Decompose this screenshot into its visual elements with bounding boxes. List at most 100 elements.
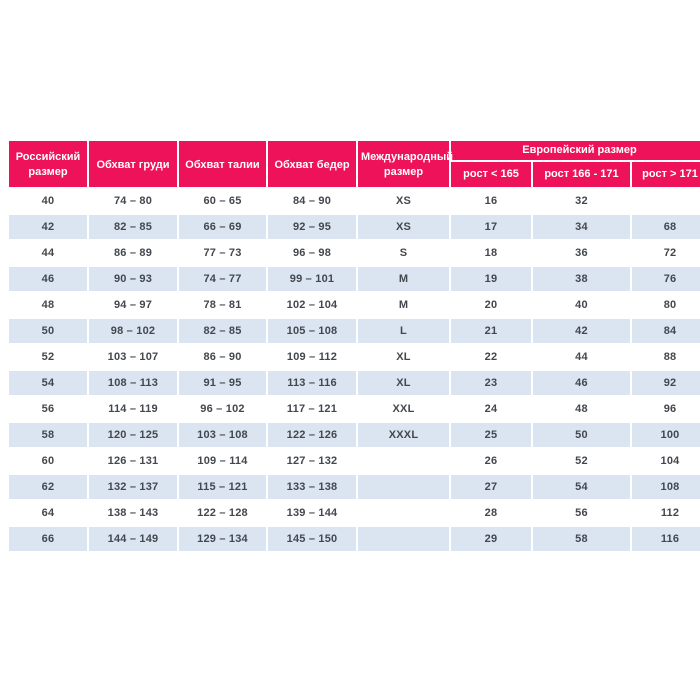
table-cell: 60 <box>9 448 87 473</box>
table-cell: 56 <box>9 396 87 421</box>
table-row: 56 114 – 119 96 – 102 117 – 121 XXL 24 48 96 <box>9 396 700 421</box>
table-cell: 144 – 149 <box>89 526 177 551</box>
table-cell: 52 <box>533 448 630 473</box>
table-cell <box>358 448 449 473</box>
table-cell: 108 <box>632 474 700 499</box>
table-cell <box>632 188 700 213</box>
table-cell: 145 – 150 <box>268 526 356 551</box>
table-cell: 24 <box>451 396 531 421</box>
table-cell: 46 <box>533 370 630 395</box>
table-cell: 105 – 108 <box>268 318 356 343</box>
table-cell: 120 – 125 <box>89 422 177 447</box>
table-cell: 36 <box>533 240 630 265</box>
table-cell: 91 – 95 <box>179 370 266 395</box>
header-height-gt-171: рост > 171 <box>632 161 700 187</box>
table-cell: 127 – 132 <box>268 448 356 473</box>
table-cell: 18 <box>451 240 531 265</box>
header-chest: Обхват груди <box>89 141 177 187</box>
table-cell: 48 <box>533 396 630 421</box>
table-cell: 122 – 128 <box>179 500 266 525</box>
table-cell: 98 – 102 <box>89 318 177 343</box>
table-cell: 115 – 121 <box>179 474 266 499</box>
table-row: 42 82 – 85 66 – 69 92 – 95 XS 17 34 68 <box>9 214 700 239</box>
table-header: Российский размер Обхват груди Обхват та… <box>9 141 700 187</box>
table-cell: 38 <box>533 266 630 291</box>
table-cell: 74 – 80 <box>89 188 177 213</box>
table-cell: 22 <box>451 344 531 369</box>
header-european-size: Европейский размер <box>451 141 700 160</box>
table-cell: 76 <box>632 266 700 291</box>
table-cell: 129 – 134 <box>179 526 266 551</box>
table-cell: XS <box>358 188 449 213</box>
table-cell: 34 <box>533 214 630 239</box>
table-cell: 74 – 77 <box>179 266 266 291</box>
table-row: 48 94 – 97 78 – 81 102 – 104 M 20 40 80 <box>9 292 700 317</box>
table-cell: 48 <box>9 292 87 317</box>
table-cell: 96 <box>632 396 700 421</box>
table-cell: 116 <box>632 526 700 551</box>
table-cell: 82 – 85 <box>179 318 266 343</box>
table-row: 44 86 – 89 77 – 73 96 – 98 S 18 36 72 <box>9 240 700 265</box>
header-international-size: Международный размер <box>358 141 453 187</box>
table-cell: 122 – 126 <box>268 422 356 447</box>
table-cell: M <box>358 292 449 317</box>
table-cell: 104 <box>632 448 700 473</box>
table-cell: 99 – 101 <box>268 266 356 291</box>
table-cell: 126 – 131 <box>89 448 177 473</box>
table-row: 58 120 – 125 103 – 108 122 – 126 XXXL 25 50 100 <box>9 422 700 447</box>
table-cell: 138 – 143 <box>89 500 177 525</box>
table-cell: XL <box>358 344 449 369</box>
header-waist: Обхват талии <box>179 141 266 187</box>
table-cell: 32 <box>533 188 630 213</box>
table-cell: 54 <box>9 370 87 395</box>
table-cell: 42 <box>9 214 87 239</box>
table-cell: 40 <box>9 188 87 213</box>
table-cell: 28 <box>451 500 531 525</box>
table-cell <box>358 474 449 499</box>
table-cell: 133 – 138 <box>268 474 356 499</box>
size-table-body: 40 74 – 80 60 – 65 84 – 90 XS 16 32 42 82 – 85 66… <box>9 188 700 551</box>
table-cell: XL <box>358 370 449 395</box>
header-hips: Обхват бедер <box>268 141 356 187</box>
table-cell: 84 <box>632 318 700 343</box>
table-cell: XXL <box>358 396 449 421</box>
table-cell: 92 <box>632 370 700 395</box>
table-cell: 68 <box>632 214 700 239</box>
table-cell: 27 <box>451 474 531 499</box>
table-cell: 17 <box>451 214 531 239</box>
table-cell: M <box>358 266 449 291</box>
table-cell: 29 <box>451 526 531 551</box>
table-cell: 62 <box>9 474 87 499</box>
table-cell: 112 <box>632 500 700 525</box>
table-cell: 102 – 104 <box>268 292 356 317</box>
table-cell: 86 – 89 <box>89 240 177 265</box>
table-cell <box>358 500 449 525</box>
table-cell: 64 <box>9 500 87 525</box>
table-cell: 84 – 90 <box>268 188 356 213</box>
table-cell: 58 <box>9 422 87 447</box>
header-height-lt-165: рост < 165 <box>451 161 531 187</box>
table-row: 54 108 – 113 91 – 95 113 – 116 XL 23 46 92 <box>9 370 700 395</box>
table-cell: 114 – 119 <box>89 396 177 421</box>
table-row: 64 138 – 143 122 – 128 139 – 144 28 56 112 <box>9 500 700 525</box>
table-cell: 103 – 108 <box>179 422 266 447</box>
table-cell: 88 <box>632 344 700 369</box>
table-cell: 92 – 95 <box>268 214 356 239</box>
table-row: 66 144 – 149 129 – 134 145 – 150 29 58 116 <box>9 526 700 551</box>
table-cell: L <box>358 318 449 343</box>
table-cell: 100 <box>632 422 700 447</box>
table-cell: 54 <box>533 474 630 499</box>
table-cell: 113 – 116 <box>268 370 356 395</box>
table-cell: 66 <box>9 526 87 551</box>
table-cell: 44 <box>9 240 87 265</box>
table-row: 52 103 – 107 86 – 90 109 – 112 XL 22 44 88 <box>9 344 700 369</box>
table-cell: 16 <box>451 188 531 213</box>
table-cell: 96 – 102 <box>179 396 266 421</box>
table-row: 50 98 – 102 82 – 85 105 – 108 L 21 42 84 <box>9 318 700 343</box>
table-cell: 103 – 107 <box>89 344 177 369</box>
table-cell <box>358 526 449 551</box>
table-cell: 80 <box>632 292 700 317</box>
table-cell: 50 <box>533 422 630 447</box>
table-cell: 42 <box>533 318 630 343</box>
